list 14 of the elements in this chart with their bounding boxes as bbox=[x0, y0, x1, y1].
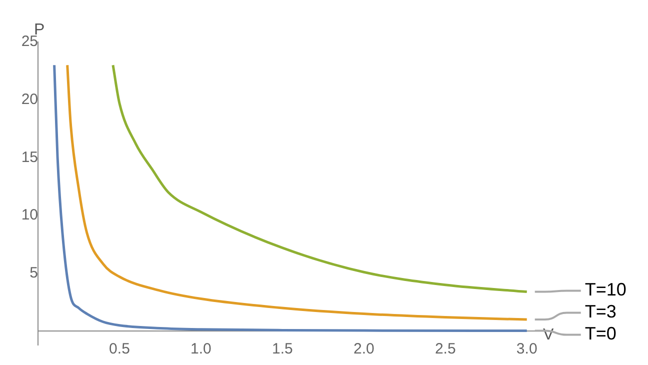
y-tick-label: 15 bbox=[21, 148, 38, 166]
line-series bbox=[112, 64, 528, 294]
x-tick-label: 1.0 bbox=[190, 340, 212, 358]
text: T=0 bbox=[584, 324, 616, 344]
text: T=10 bbox=[584, 280, 626, 300]
x-tick-label: 2.0 bbox=[353, 340, 374, 358]
y-tick-label: 20 bbox=[21, 90, 38, 108]
x-tick-label: 0.5 bbox=[109, 340, 130, 358]
text: T=3 bbox=[584, 302, 616, 322]
x-tick-label: 1.5 bbox=[272, 340, 293, 358]
y-tick-label: 10 bbox=[21, 206, 38, 224]
x-tick-label: 2.5 bbox=[434, 340, 456, 358]
y-tick-label: 5 bbox=[30, 264, 38, 282]
x-tick-label: 3.0 bbox=[516, 340, 538, 358]
